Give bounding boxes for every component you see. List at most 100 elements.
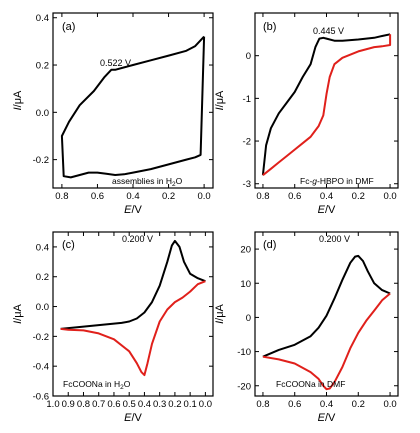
x-tick-label: 0.8: [77, 399, 90, 410]
y-axis-symbol: I: [214, 107, 226, 110]
series-line-black: [262, 254, 391, 358]
peak-potential-label: 0.445 V: [313, 26, 344, 36]
annotation-fragment: assemblies in H: [112, 176, 172, 186]
y-tick-label: -1: [243, 94, 251, 105]
x-axis-symbol: E: [318, 412, 326, 424]
y-tick-label: 0.0: [36, 302, 49, 313]
panel-label: (a): [62, 21, 75, 33]
series-line-red: [60, 280, 206, 377]
annotation-fragment: FcCOONa in H: [63, 379, 120, 389]
annotation-fragment: FcCOONa in DMF: [276, 379, 345, 389]
x-tick-label: 0.0: [198, 191, 211, 202]
series-line-black: [60, 35, 206, 179]
x-tick-label: 0.5: [123, 399, 136, 410]
y-tick-label: -0.2: [33, 155, 49, 166]
annotation-fragment: -HBPO in DMF: [317, 176, 374, 186]
x-axis-unit: /V: [325, 204, 336, 216]
x-tick-label: 0.2: [162, 191, 175, 202]
x-axis-unit: /V: [131, 204, 142, 216]
x-axis-label: E/V: [318, 412, 336, 424]
y-axis-symbol: I: [12, 107, 24, 110]
panel-b: 0.8 0.6 0.4 0.2 0.0 -3 -2 -1 0 (b) 0.445 V Fc-g-HBP…: [214, 12, 399, 216]
sample-annotation: Fc-g-HBPO in DMF: [300, 176, 374, 186]
y-axis-unit: /μA: [12, 90, 24, 107]
x-tick-label: 0.6: [288, 191, 301, 202]
y-tick-label: 0: [246, 313, 251, 324]
x-tick-label: 0.2: [352, 191, 365, 202]
y-axis-unit: /μA: [214, 303, 226, 320]
x-tick-label: 0.7: [92, 399, 105, 410]
annotation-fragment: 2: [172, 181, 176, 188]
x-tick-label: 0.4: [320, 399, 333, 410]
annotation-fragment: Fc-: [300, 176, 312, 186]
y-tick-label: -0.6: [33, 392, 49, 403]
series-line-black: [60, 239, 206, 330]
annotation-fragment: O: [176, 176, 183, 186]
y-tick-label: 0.0: [36, 108, 49, 119]
x-tick-label: 0.4: [138, 399, 151, 410]
x-tick-label: 0.4: [126, 191, 139, 202]
x-axis-unit: /V: [131, 412, 142, 424]
y-axis-unit: /μA: [214, 90, 226, 107]
panel-a: 0.8 0.6 0.4 0.2 0.0 -0.2 0.0 0.2 0.4 (a) 0.522 V as…: [12, 12, 214, 216]
y-tick-label: -0.2: [33, 332, 49, 343]
x-tick-label: 0.8: [55, 191, 68, 202]
y-axis-symbol: I: [12, 321, 24, 324]
y-tick-label: 0.2: [36, 61, 49, 72]
panel-label: (d): [263, 239, 276, 251]
x-tick-label: 0.0: [199, 399, 212, 410]
y-tick-label: -10: [237, 347, 251, 358]
series-line-red: [262, 34, 392, 176]
y-tick-label: 0.2: [36, 272, 49, 283]
plot-frame: [52, 12, 214, 189]
panel-label: (b): [263, 21, 276, 33]
sample-annotation: FcCOONa in H2O: [63, 379, 131, 391]
y-tick-label: 0: [246, 51, 251, 62]
x-tick-label: 0.4: [320, 191, 333, 202]
series-line-black: [261, 33, 391, 176]
y-axis-label: I/μA: [12, 90, 24, 110]
x-tick-label: 0.9: [62, 399, 75, 410]
y-axis-label: I/μA: [12, 303, 24, 323]
y-axis-label: I/μA: [214, 90, 226, 110]
annotation-fragment: g: [312, 176, 317, 186]
x-tick-label: 0.8: [256, 191, 269, 202]
peak-potential-label: 0.522 V: [100, 58, 131, 68]
sample-annotation: assemblies in H2O: [112, 176, 183, 188]
x-tick-label: 0.8: [256, 399, 269, 410]
panel-c: 1.0 0.9 0.8 0.7 0.6 0.5 0.4 0.3 0.2 0.1 0.0-0.6-0.…: [12, 231, 214, 424]
y-axis-label: I/μA: [214, 303, 226, 323]
y-tick-label: 10: [240, 279, 251, 290]
x-tick-label: 0.1: [184, 399, 197, 410]
annotation-fragment: 2: [120, 384, 124, 391]
x-tick-label: 0.6: [107, 399, 120, 410]
x-axis-unit: /V: [325, 412, 336, 424]
y-tick-label: 0.4: [36, 13, 49, 24]
x-tick-label: 0.3: [153, 399, 166, 410]
y-tick-label: -0.4: [33, 362, 49, 373]
x-tick-label: 1.0: [46, 399, 59, 410]
plot-frame: [52, 231, 214, 397]
y-axis-unit: /μA: [12, 303, 24, 320]
x-tick-label: 0.6: [91, 191, 104, 202]
y-tick-label: -20: [237, 381, 251, 392]
x-tick-label: 0.6: [288, 399, 301, 410]
x-axis-label: E/V: [124, 412, 142, 424]
y-tick-label: 20: [240, 245, 251, 256]
sample-annotation: FcCOONa in DMF: [276, 379, 345, 389]
x-axis-label: E/V: [318, 204, 336, 216]
x-tick-label: 0.2: [168, 399, 181, 410]
y-tick-label: -3: [243, 179, 251, 190]
y-tick-label: 0.4: [36, 242, 49, 253]
x-tick-label: 0.0: [383, 191, 396, 202]
x-axis-symbol: E: [124, 412, 132, 424]
x-axis-symbol: E: [124, 204, 132, 216]
x-axis-symbol: E: [318, 204, 326, 216]
peak-potential-label: 0.200 V: [122, 234, 153, 244]
series-line-red: [262, 292, 391, 391]
x-tick-label: 0.0: [383, 399, 396, 410]
x-axis-label: E/V: [124, 204, 142, 216]
y-axis-symbol: I: [214, 321, 226, 324]
panel-label: (c): [62, 239, 75, 251]
